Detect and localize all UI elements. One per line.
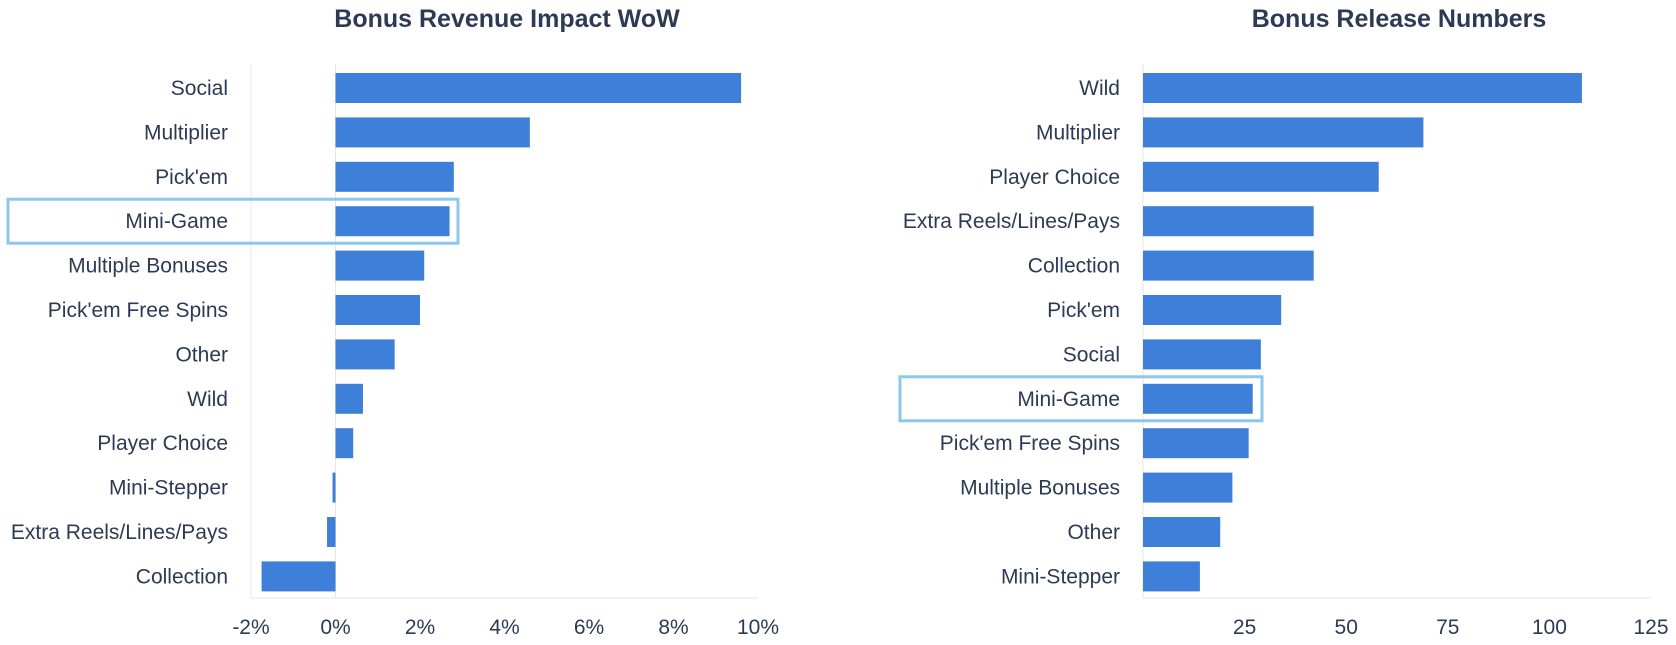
x-tick-label: 0% xyxy=(320,616,350,639)
category-label-multiple-bonuses: Multiple Bonuses xyxy=(68,255,228,278)
x-tick-label: 50 xyxy=(1335,616,1358,639)
category-label-mini-game: Mini-Game xyxy=(125,210,228,233)
category-label-pick-em-free-spins: Pick'em Free Spins xyxy=(940,432,1120,455)
category-label-collection: Collection xyxy=(1028,255,1120,278)
bar-multiplier xyxy=(1143,117,1424,148)
category-label-wild: Wild xyxy=(187,388,228,411)
bar-pick-em xyxy=(335,161,454,192)
category-label-wild: Wild xyxy=(1079,77,1120,100)
bar-player-choice xyxy=(335,428,354,459)
x-tick-label: 4% xyxy=(489,616,519,639)
bar-player-choice xyxy=(1143,161,1379,192)
category-label-pick-em-free-spins: Pick'em Free Spins xyxy=(48,299,228,322)
category-label-multiplier: Multiplier xyxy=(1036,121,1120,144)
x-tick-label: -2% xyxy=(232,616,269,639)
highlight-box xyxy=(6,197,460,245)
bar-extra-reels-lines-pays xyxy=(1143,206,1314,237)
bar-mini-game xyxy=(335,206,450,237)
category-label-player-choice: Player Choice xyxy=(97,432,228,455)
x-tick-label: 25 xyxy=(1233,616,1256,639)
release-numbers-title: Bonus Release Numbers xyxy=(1252,5,1547,33)
category-label-social: Social xyxy=(1063,343,1120,366)
bar-other xyxy=(335,339,395,370)
category-label-multiplier: Multiplier xyxy=(144,121,228,144)
bar-social xyxy=(1143,339,1261,370)
bar-mini-stepper xyxy=(332,472,336,503)
category-label-mini-stepper: Mini-Stepper xyxy=(109,477,228,500)
bar-wild xyxy=(335,383,363,414)
category-label-other: Other xyxy=(175,343,228,366)
category-label-mini-stepper: Mini-Stepper xyxy=(1001,565,1120,588)
bar-other xyxy=(1143,517,1221,547)
bar-multiple-bonuses xyxy=(335,250,425,281)
bar-social xyxy=(335,73,742,103)
bar-collection xyxy=(1143,250,1314,281)
bar-wild xyxy=(1143,73,1582,103)
bar-multiplier xyxy=(335,117,530,148)
x-tick-label: 6% xyxy=(574,616,604,639)
category-label-player-choice: Player Choice xyxy=(989,166,1120,189)
x-tick-label: 10% xyxy=(737,616,779,639)
x-tick-label: 75 xyxy=(1436,616,1459,639)
category-label-extra-reels-lines-pays: Extra Reels/Lines/Pays xyxy=(11,521,228,544)
bar-pick-em-free-spins xyxy=(335,295,420,325)
category-label-collection: Collection xyxy=(136,565,228,588)
category-label-pick-em: Pick'em xyxy=(1047,299,1120,322)
bar-pick-em xyxy=(1143,295,1282,325)
bar-pick-em-free-spins xyxy=(1143,428,1249,459)
bar-extra-reels-lines-pays xyxy=(327,517,336,547)
x-tick-label: 100 xyxy=(1532,616,1567,639)
bar-mini-stepper xyxy=(1143,561,1200,592)
release-numbers-chart: Bonus Release Numbers Wild Multiplier Play… xyxy=(898,5,1669,639)
bar-mini-game xyxy=(1143,383,1253,414)
category-label-social: Social xyxy=(171,77,228,100)
category-label-multiple-bonuses: Multiple Bonuses xyxy=(960,477,1120,500)
category-label-other: Other xyxy=(1067,521,1120,544)
category-label-extra-reels-lines-pays: Extra Reels/Lines/Pays xyxy=(903,210,1120,233)
x-tick-label: 2% xyxy=(405,616,435,639)
x-tick-label: 125 xyxy=(1633,616,1668,639)
revenue-impact-title: Bonus Revenue Impact WoW xyxy=(334,5,680,33)
bar-multiple-bonuses xyxy=(1143,472,1233,503)
category-label-mini-game: Mini-Game xyxy=(1017,388,1120,411)
category-label-pick-em: Pick'em xyxy=(155,166,228,189)
highlight-box xyxy=(898,375,1264,423)
bar-collection xyxy=(261,561,336,592)
x-tick-label: 8% xyxy=(658,616,688,639)
revenue-impact-chart: Bonus Revenue Impact WoW Social Multiplie… xyxy=(6,5,779,639)
